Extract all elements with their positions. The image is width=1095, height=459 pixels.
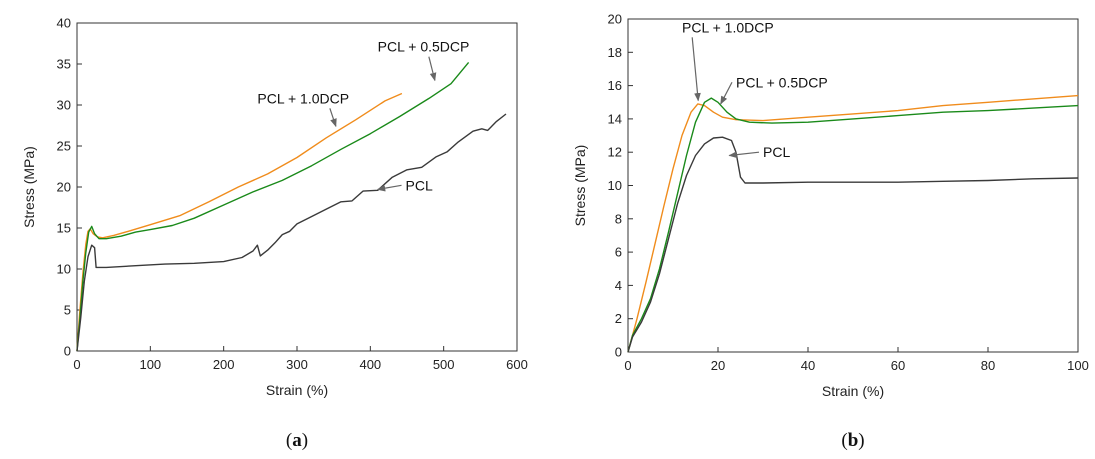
chart-b-ytick-label: 14 [608, 111, 622, 126]
chart-a-xtick-label: 0 [73, 357, 80, 372]
chart-a-series-pcl-1-0dcp [76, 92, 403, 352]
chart-b-annotation-pcl: PCL [763, 144, 790, 160]
chart-a-xtick-label: 400 [359, 357, 381, 372]
chart-a-ytick-label: 30 [57, 98, 71, 113]
chart-a-xtick-label: 300 [286, 357, 308, 372]
chart-a-ytick-label: 40 [57, 16, 71, 31]
chart-a-annotation-arrow [329, 108, 337, 128]
chart-a-xtick-label: 500 [433, 357, 455, 372]
chart-a-annotation-arrow [428, 56, 437, 82]
chart-b-series-pcl-1-0dcp [627, 94, 1079, 353]
chart-a-ytick-label: 0 [64, 344, 71, 359]
chart-a-x-axis-title: Strain (%) [266, 382, 328, 398]
chart-b-ytick-label: 12 [608, 145, 622, 160]
chart-b-annotation-arrow [691, 37, 701, 102]
chart-b-ytick-label: 6 [615, 245, 622, 260]
chart-a-annotation-pcl-0-5dcp: PCL + 0.5DCP [378, 39, 470, 55]
chart-b-ytick-label: 16 [608, 78, 622, 93]
chart-b-xtick-label: 80 [981, 358, 995, 373]
chart-a-ytick-label: 5 [64, 303, 71, 318]
chart-b-panel-label: (b) [841, 430, 864, 451]
chart-a-ytick-label: 35 [57, 57, 71, 72]
chart-b-ytick-label: 4 [615, 278, 622, 293]
chart-b-ytick-label: 18 [608, 45, 622, 60]
chart-a-panel-label: (a) [286, 430, 308, 451]
chart-a-xtick-label: 600 [506, 357, 528, 372]
chart-b-series-pcl-0-5dcp [627, 97, 1079, 353]
chart-b-series-pcl [627, 136, 1079, 353]
chart-b-ytick-label: 0 [615, 345, 622, 360]
chart-b-ytick-label: 2 [615, 311, 622, 326]
chart-b-annotation-arrow [720, 81, 733, 105]
chart-b-x-axis-title: Strain (%) [822, 383, 884, 399]
chart-b-ytick-label: 10 [608, 178, 622, 193]
chart-b-annotation-pcl-0-5dcp: PCL + 0.5DCP [736, 74, 828, 90]
chart-a-annotation-pcl-1-0dcp: PCL + 1.0DCP [257, 90, 349, 106]
chart-panel-a: 0 100 200 300 400 500 600 0 5 10 15 20 25 30 35 40 Strai… [21, 16, 528, 452]
chart-panel-b: 0 20 40 60 80 100 0 2 4 6 8 10 12 14 16 18 20 Strain (%) S… [572, 12, 1089, 452]
chart-b-annotation-pcl-1-0dcp: PCL + 1.0DCP [682, 19, 774, 35]
chart-a-ytick-label: 25 [57, 139, 71, 154]
chart-a-y-axis-title: Stress (MPa) [21, 146, 37, 228]
chart-a-series-pcl-0-5dcp [76, 61, 470, 352]
chart-b-xtick-label: 60 [891, 358, 905, 373]
chart-a-xtick-label: 100 [139, 357, 161, 372]
chart-a-ytick-label: 15 [57, 221, 71, 236]
chart-b-y-axis-title: Stress (MPa) [572, 145, 588, 227]
chart-b-ytick-label: 8 [615, 211, 622, 226]
chart-b-xtick-label: 20 [711, 358, 725, 373]
chart-a-frame [76, 22, 518, 352]
chart-b-ytick-label: 20 [608, 12, 622, 27]
chart-b-annotation-arrow [728, 151, 760, 159]
chart-b-xtick-label: 40 [801, 358, 815, 373]
chart-a-ytick-label: 10 [57, 262, 71, 277]
chart-b-xtick-label: 100 [1067, 358, 1089, 373]
chart-b-xtick-label: 0 [624, 358, 631, 373]
chart-a-ytick-label: 20 [57, 180, 71, 195]
chart-a-series-pcl [76, 113, 507, 352]
chart-a-annotation-pcl: PCL [406, 177, 433, 193]
chart-a-annotation-arrow [376, 184, 402, 192]
chart-a-xtick-label: 200 [213, 357, 235, 372]
